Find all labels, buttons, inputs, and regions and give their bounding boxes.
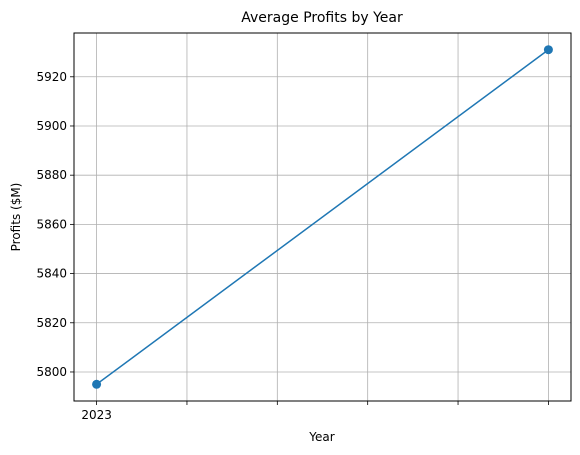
y-tick-label: 5880 [36,168,67,182]
x-tick-label: 2023 [81,408,112,422]
series-layer [92,45,553,389]
y-tick-label: 5840 [36,267,67,281]
x-axis-label: Year [308,430,334,444]
chart-title: Average Profits by Year [241,10,403,26]
y-tick-label: 5920 [36,70,67,84]
plot-frame [73,32,572,402]
y-tick-label: 5800 [36,365,67,379]
y-tick-label: 5860 [36,217,67,231]
data-point [92,379,102,389]
x-axis: 2023 [81,401,549,422]
data-point [543,45,553,55]
y-tick-label: 5820 [36,316,67,330]
y-axis-label: Profits ($M) [9,183,23,252]
y-axis: 5800 5820 5840 5860 5880 5900 5920 [36,70,74,379]
series-line [96,49,549,385]
grid [74,33,571,401]
y-tick-label: 5900 [36,119,67,133]
